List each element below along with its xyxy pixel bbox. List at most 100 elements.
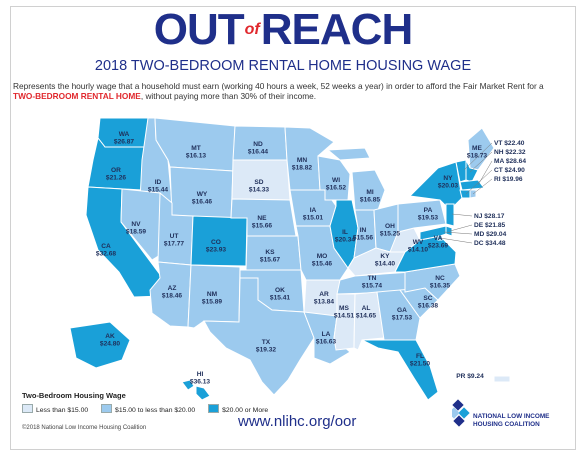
state-label-mn: MN $18.82 — [292, 157, 313, 172]
state-label-pr: PR $9.24 — [456, 373, 484, 380]
leader-line-nh — [469, 151, 493, 173]
state-label-nv: NV $18.59 — [126, 221, 147, 236]
state-label-vt: VT $22.40 — [494, 140, 525, 147]
legend: Less than $15.00 $15.00 to less than $20… — [22, 404, 279, 414]
state-label-ut: UT $17.77 — [164, 233, 185, 248]
legend-item-high: $20.00 or More — [208, 404, 268, 414]
state-label-ak: AK $24.80 — [100, 333, 121, 348]
title-reach: REACH — [260, 5, 413, 54]
leader-line-nj — [451, 213, 473, 217]
description: Represents the hourly wage that a househ… — [13, 81, 553, 101]
state-label-ct: CT $24.90 — [494, 167, 525, 174]
state-label-de: DE $21.85 — [474, 222, 505, 229]
description-text-end: , without paying more than 30% of their … — [140, 91, 317, 101]
state-label-co: CO $23.93 — [206, 239, 227, 254]
state-label-ia: IA $15.01 — [303, 207, 324, 222]
leader-lines — [439, 142, 493, 244]
title-of: of — [244, 21, 260, 38]
title-out: OUT — [153, 5, 245, 54]
legend-swatch-high — [208, 404, 220, 413]
state-label-al: AL $14.65 — [356, 305, 377, 320]
state-shape-ms — [333, 293, 356, 351]
page-subtitle: 2018 TWO-BEDROOM RENTAL HOME HOUSING WAG… — [94, 58, 472, 74]
state-shape-ga — [376, 289, 421, 341]
state-label-nh: NH $22.32 — [494, 149, 526, 156]
state-shape-de — [445, 225, 453, 237]
state-label-nc: NC $16.35 — [430, 275, 451, 290]
state-label-fl: FL $21.50 — [410, 353, 431, 368]
state-label-nm: NM $15.89 — [202, 291, 223, 306]
state-shape-nh — [465, 159, 479, 183]
leader-line-ct — [465, 169, 493, 195]
state-shape-mi — [326, 147, 386, 211]
state-label-ny: NY $20.03 — [438, 175, 459, 190]
nlihc-logo-icon — [452, 399, 470, 427]
org-name: NATIONAL LOW INCOME HOUSING COALITION — [473, 413, 549, 429]
state-label-ks: KS $15.67 — [260, 249, 281, 264]
state-label-wv: WV $14.10 — [408, 239, 429, 254]
state-label-nj: NJ $28.17 — [474, 213, 505, 220]
state-label-ga: GA $17.53 — [392, 307, 413, 322]
state-labels: WA $26.87 OR $21.26 CA $32.68 ID $15.44 NV $18.59… — [96, 131, 526, 386]
state-label-dc: DC $34.48 — [474, 240, 506, 247]
state-label-ca: CA $32.68 — [96, 243, 117, 258]
description-text: Represents the hourly wage that a househ… — [13, 81, 544, 91]
state-label-tx: TX $19.32 — [256, 339, 277, 354]
state-shapes — [69, 117, 511, 401]
legend-label-mid: $15.00 to less than $20.00 — [115, 407, 196, 414]
legend-label-high: $20.00 or More — [222, 407, 269, 414]
leader-line-md — [443, 231, 473, 235]
state-label-va: VA $23.69 — [428, 235, 449, 250]
website-link[interactable]: www.nlihc.org/oor — [238, 413, 357, 430]
state-label-or: OR $21.26 — [106, 167, 127, 182]
state-shape-tx — [203, 277, 315, 396]
state-label-ar: AR $13.84 — [314, 291, 335, 306]
state-label-wy: WY $16.46 — [192, 191, 213, 206]
org-name-line1: NATIONAL LOW INCOME — [473, 413, 550, 420]
state-label-ky: KY $14.40 — [375, 253, 396, 268]
state-label-ok: OK $15.41 — [270, 287, 291, 302]
state-label-ri: RI $19.96 — [494, 176, 523, 183]
legend-swatch-mid — [101, 404, 113, 413]
leader-line-dc — [439, 237, 473, 244]
state-shape-md — [419, 225, 447, 241]
state-label-id: ID $15.44 — [148, 179, 169, 194]
copyright: ©2018 National Low Income Housing Coalit… — [22, 425, 147, 431]
state-label-sc: SC $16.38 — [418, 295, 439, 310]
org-name-line2: HOUSING COALITION — [473, 421, 540, 428]
state-label-ms: MS $14.51 — [334, 305, 355, 320]
state-label-me: ME $18.73 — [467, 145, 488, 160]
state-label-nd: ND $16.44 — [248, 141, 269, 156]
state-label-hi: HI $36.13 — [190, 371, 211, 386]
state-shape-pa — [397, 199, 447, 233]
state-label-az: AZ $18.46 — [162, 285, 183, 300]
state-shape-ct — [459, 189, 471, 199]
leader-line-vt — [463, 142, 493, 171]
state-label-wa: WA $26.87 — [114, 131, 135, 146]
legend-title: Two-Bedroom Housing Wage — [22, 391, 126, 400]
state-label-oh: OH $15.25 — [380, 223, 401, 238]
state-label-wi: WI $16.52 — [326, 177, 347, 192]
state-label-mi: MI $16.85 — [360, 189, 381, 204]
state-label-la: LA $16.63 — [316, 331, 337, 346]
page-title: OUTofREACH — [0, 8, 566, 52]
description-highlight: TWO-BEDROOM RENTAL HOME — [13, 91, 141, 101]
state-shape-nj — [445, 203, 455, 227]
state-shape-ma — [459, 179, 485, 191]
leader-line-de — [449, 224, 473, 232]
state-label-mt: MT $16.13 — [186, 145, 207, 160]
legend-item-mid: $15.00 to less than $20.00 — [101, 404, 195, 414]
state-label-sd: SD $14.33 — [249, 179, 270, 194]
leader-line-ri — [472, 178, 493, 195]
state-label-il: IL $20.34 — [335, 229, 356, 244]
state-shape-pr — [493, 375, 511, 383]
state-shape-me — [467, 127, 495, 171]
state-label-pa: PA $19.53 — [418, 207, 439, 222]
legend-swatch-low — [22, 404, 33, 413]
legend-item-low: Less than $15.00 — [22, 404, 88, 414]
state-label-ma: MA $28.64 — [494, 158, 526, 165]
state-label-ne: NE $15.66 — [252, 215, 273, 230]
state-label-in: IN $15.56 — [353, 227, 374, 242]
legend-label-low: Less than $15.00 — [36, 407, 89, 414]
